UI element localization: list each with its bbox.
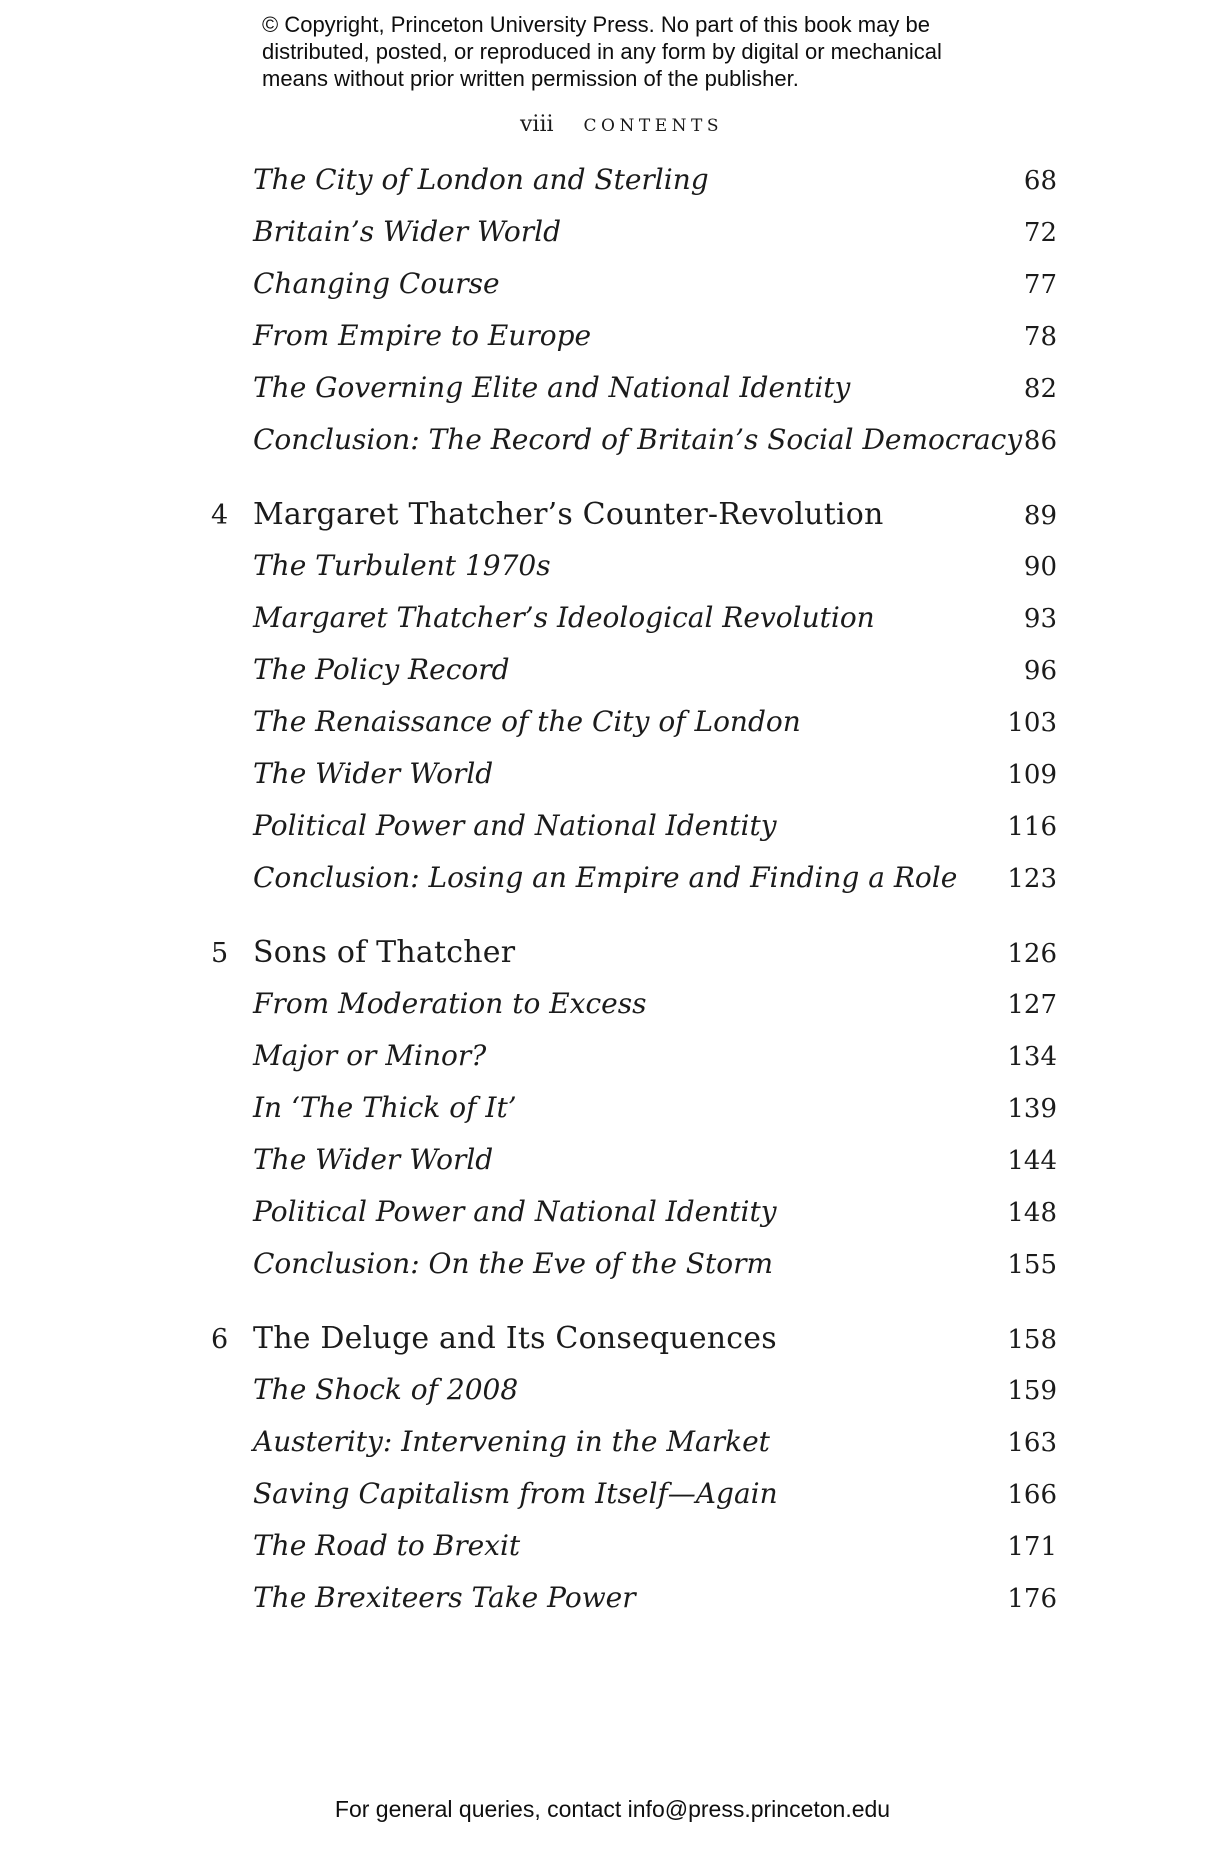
entry-title: From Moderation to Excess xyxy=(253,987,647,1020)
entry-title: The Brexiteers Take Power xyxy=(253,1581,636,1614)
entry-page-number: 159 xyxy=(1007,1376,1057,1406)
entry-page-number: 126 xyxy=(1007,939,1057,969)
entry-page-number: 72 xyxy=(1023,218,1057,248)
entry-page-number: 103 xyxy=(1007,708,1057,738)
entry-title: Sons of Thatcher xyxy=(253,935,516,970)
entry-page-number: 171 xyxy=(1007,1532,1057,1562)
entry-page-number: 158 xyxy=(1007,1325,1057,1355)
toc-row: Political Power and National Identity 148 xyxy=(211,1195,1057,1247)
entry-title: Saving Capitalism from Itself—Again xyxy=(253,1477,778,1510)
toc-row: In ‘The Thick of It’ 139 xyxy=(211,1091,1057,1143)
toc-row: The Policy Record 96 xyxy=(211,653,1057,705)
toc-row: Conclusion: Losing an Empire and Finding… xyxy=(211,861,1057,913)
toc-row: Margaret Thatcher’s Ideological Revoluti… xyxy=(211,601,1057,653)
toc-row: Political Power and National Identity 116 xyxy=(211,809,1057,861)
entry-page-number: 109 xyxy=(1007,760,1057,790)
toc-row: From Moderation to Excess 127 xyxy=(211,987,1057,1039)
entry-page-number: 86 xyxy=(1023,426,1057,456)
toc-row: Austerity: Intervening in the Market 163 xyxy=(211,1425,1057,1477)
toc-row: The Road to Brexit 171 xyxy=(211,1529,1057,1581)
entry-page-number: 127 xyxy=(1007,990,1057,1020)
entry-title: The Governing Elite and National Identit… xyxy=(253,371,851,404)
copyright-line: means without prior written permission o… xyxy=(262,66,799,91)
toc-row: Saving Capitalism from Itself—Again 166 xyxy=(211,1477,1057,1529)
copyright-line: distributed, posted, or reproduced in an… xyxy=(262,39,942,64)
toc-row: Major or Minor? 134 xyxy=(211,1039,1057,1091)
copyright-line: © Copyright, Princeton University Press.… xyxy=(262,12,930,37)
toc-row: Conclusion: The Record of Britain’s Soci… xyxy=(211,423,1057,475)
entry-page-number: 139 xyxy=(1007,1094,1057,1124)
entry-page-number: 116 xyxy=(1007,812,1057,842)
entry-page-number: 123 xyxy=(1007,864,1057,894)
entry-page-number: 93 xyxy=(1023,604,1057,634)
page-folio: viii xyxy=(520,112,554,137)
entry-page-number: 163 xyxy=(1007,1428,1057,1458)
entry-title: The Wider World xyxy=(253,757,494,790)
entry-title: The Road to Brexit xyxy=(253,1529,521,1562)
toc-row: Changing Course 77 xyxy=(211,267,1057,319)
entry-page-number: 176 xyxy=(1007,1584,1057,1614)
entry-page-number: 134 xyxy=(1007,1042,1057,1072)
entry-page-number: 68 xyxy=(1023,166,1057,196)
entry-page-number: 89 xyxy=(1023,501,1057,531)
toc-row: The City of London and Sterling 68 xyxy=(211,163,1057,215)
contents-heading: CONTENTS xyxy=(583,116,723,136)
entry-title: Major or Minor? xyxy=(253,1039,487,1072)
toc-row: From Empire to Europe 78 xyxy=(211,319,1057,371)
toc: The City of London and Sterling 68 Britain… xyxy=(211,163,1057,1633)
entry-title: Conclusion: Losing an Empire and Finding… xyxy=(253,861,958,894)
entry-page-number: 78 xyxy=(1023,322,1057,352)
entry-title: Britain’s Wider World xyxy=(253,215,562,248)
toc-row: The Brexiteers Take Power 176 xyxy=(211,1581,1057,1633)
toc-row: The Wider World 109 xyxy=(211,757,1057,809)
entry-page-number: 166 xyxy=(1007,1480,1057,1510)
entry-title: The Turbulent 1970s xyxy=(253,549,551,582)
toc-row: 5 Sons of Thatcher 126 xyxy=(211,935,1057,987)
entry-page-number: 77 xyxy=(1023,270,1057,300)
entry-title: The Wider World xyxy=(253,1143,494,1176)
entry-page-number: 90 xyxy=(1023,552,1057,582)
entry-page-number: 155 xyxy=(1007,1250,1057,1280)
copyright-notice: © Copyright, Princeton University Press.… xyxy=(262,11,942,92)
entry-page-number: 96 xyxy=(1023,656,1057,686)
chapter-number: 4 xyxy=(211,500,229,531)
entry-page-number: 148 xyxy=(1007,1198,1057,1228)
chapter-number: 6 xyxy=(211,1324,229,1355)
entry-title: The Deluge and Its Consequences xyxy=(253,1321,777,1356)
toc-row: The Renaissance of the City of London 103 xyxy=(211,705,1057,757)
entry-title: The City of London and Sterling xyxy=(253,163,709,196)
entry-page-number: 82 xyxy=(1023,374,1057,404)
entry-title: In ‘The Thick of It’ xyxy=(253,1091,517,1124)
toc-row: The Turbulent 1970s 90 xyxy=(211,549,1057,601)
entry-title: Conclusion: On the Eve of the Storm xyxy=(253,1247,774,1280)
chapter-number: 5 xyxy=(211,938,229,969)
toc-row: The Governing Elite and National Identit… xyxy=(211,371,1057,423)
toc-row: The Wider World 144 xyxy=(211,1143,1057,1195)
entry-title: Changing Course xyxy=(253,267,500,300)
running-head: viii CONTENTS xyxy=(0,112,1225,137)
entry-title: The Policy Record xyxy=(253,653,510,686)
toc-row: 4 Margaret Thatcher’s Counter-Revolution 8… xyxy=(211,497,1057,549)
entry-title: Austerity: Intervening in the Market xyxy=(253,1425,770,1458)
entry-title: Margaret Thatcher’s Counter-Revolution xyxy=(253,497,884,532)
entry-title: The Shock of 2008 xyxy=(253,1373,519,1406)
entry-page-number: 144 xyxy=(1007,1146,1057,1176)
toc-row: 6 The Deluge and Its Consequences 158 xyxy=(211,1321,1057,1373)
entry-title: From Empire to Europe xyxy=(253,319,592,352)
footer-query-line: For general queries, contact info@press.… xyxy=(334,1796,891,1822)
entry-title: Margaret Thatcher’s Ideological Revoluti… xyxy=(253,601,875,634)
entry-title: The Renaissance of the City of London xyxy=(253,705,801,738)
entry-title: Conclusion: The Record of Britain’s Soci… xyxy=(253,423,1023,456)
toc-row: The Shock of 2008 159 xyxy=(211,1373,1057,1425)
toc-row: Conclusion: On the Eve of the Storm 155 xyxy=(211,1247,1057,1299)
toc-row: Britain’s Wider World 72 xyxy=(211,215,1057,267)
entry-title: Political Power and National Identity xyxy=(253,809,777,842)
entry-title: Political Power and National Identity xyxy=(253,1195,777,1228)
